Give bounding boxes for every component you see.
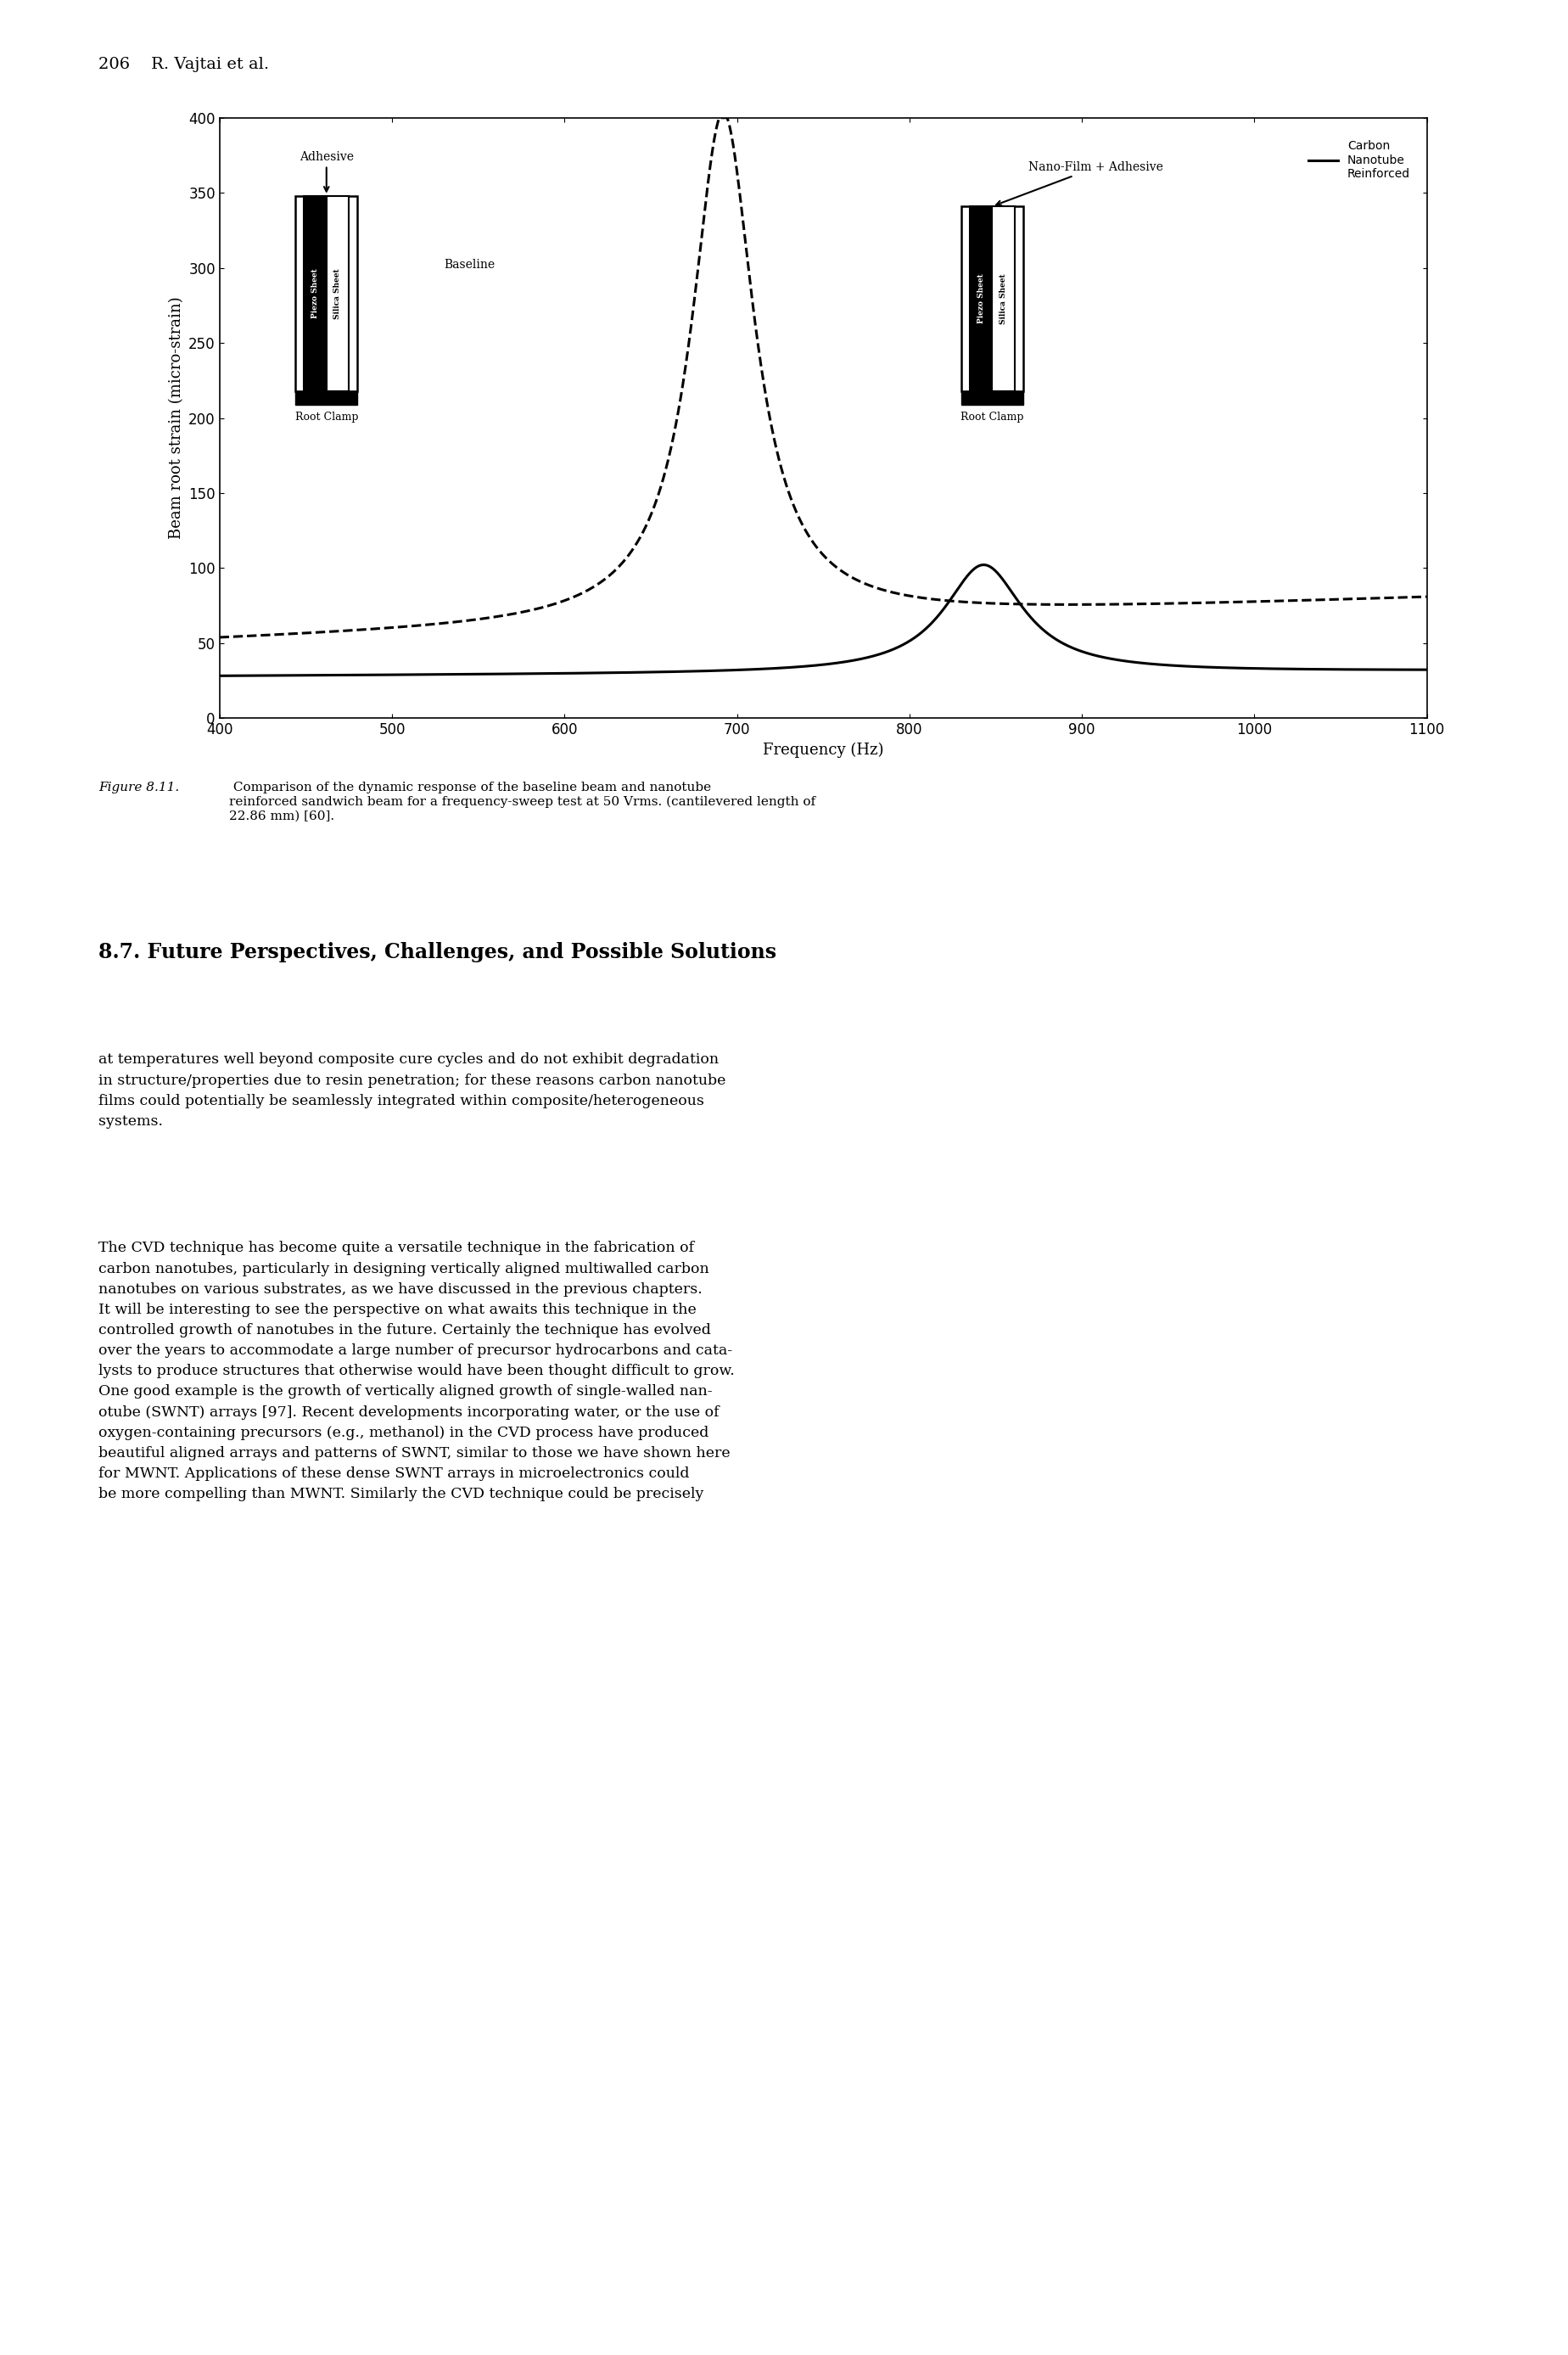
- Text: Comparison of the dynamic response of the baseline beam and nanotube
reinforced : Comparison of the dynamic response of th…: [229, 782, 815, 822]
- Bar: [295, 195, 358, 391]
- Bar: [326, 195, 348, 391]
- Bar: [961, 207, 1024, 391]
- Carbon Nanotube Reinforced: [974, 551, 993, 579]
- Text: 206    R. Vajtai et al.: 206 R. Vajtai et al.: [99, 57, 270, 71]
- Line: Baseline: Baseline: [220, 118, 1427, 638]
- Bar: [961, 391, 1024, 405]
- Baseline: [1417, 582, 1436, 610]
- Baseline: [710, 104, 729, 132]
- Text: Root Clamp: Root Clamp: [961, 412, 1024, 424]
- Text: The CVD technique has become quite a versatile technique in the fabrication of
c: The CVD technique has become quite a ver…: [99, 1241, 735, 1502]
- Baseline: [420, 610, 439, 638]
- Carbon Nanotube Reinforced: [420, 659, 439, 688]
- Carbon Nanotube Reinforced: [1417, 655, 1436, 683]
- Text: Piezo Sheet: Piezo Sheet: [312, 268, 318, 318]
- Text: Baseline: Baseline: [444, 259, 495, 271]
- Text: at temperatures well beyond composite cure cycles and do not exhibit degradation: at temperatures well beyond composite cu…: [99, 1053, 726, 1128]
- Text: Silica Sheet: Silica Sheet: [1000, 273, 1007, 325]
- Bar: [295, 391, 358, 405]
- Baseline: [673, 372, 691, 400]
- Text: Piezo Sheet: Piezo Sheet: [977, 273, 985, 323]
- Text: Adhesive: Adhesive: [299, 151, 354, 191]
- X-axis label: Frequency (Hz): Frequency (Hz): [762, 742, 884, 758]
- Text: 8.7. Future Perspectives, Challenges, and Possible Solutions: 8.7. Future Perspectives, Challenges, an…: [99, 942, 776, 963]
- Baseline: [348, 617, 367, 645]
- Baseline: [726, 144, 745, 172]
- Carbon Nanotube Reinforced: [348, 662, 367, 690]
- Carbon Nanotube Reinforced: [1264, 655, 1283, 683]
- Carbon Nanotube Reinforced: [673, 657, 691, 685]
- Carbon Nanotube Reinforced: [210, 662, 229, 690]
- Carbon Nanotube Reinforced: [1394, 655, 1413, 683]
- Legend: Carbon
Nanotube
Reinforced: Carbon Nanotube Reinforced: [1303, 137, 1414, 184]
- Text: Figure 8.11.: Figure 8.11.: [99, 782, 180, 794]
- Baseline: [1264, 586, 1283, 615]
- Line: Carbon Nanotube Reinforced: Carbon Nanotube Reinforced: [220, 565, 1427, 676]
- Carbon Nanotube Reinforced: [726, 657, 745, 685]
- Baseline: [210, 624, 229, 652]
- Text: Nano-Film + Adhesive: Nano-Film + Adhesive: [996, 162, 1163, 205]
- Y-axis label: Beam root strain (micro-strain): Beam root strain (micro-strain): [169, 297, 183, 539]
- Bar: [969, 207, 993, 391]
- Baseline: [1394, 584, 1413, 612]
- Bar: [304, 195, 326, 391]
- Text: Root Clamp: Root Clamp: [295, 412, 358, 424]
- Bar: [993, 207, 1014, 391]
- Text: Silica Sheet: Silica Sheet: [334, 268, 342, 318]
